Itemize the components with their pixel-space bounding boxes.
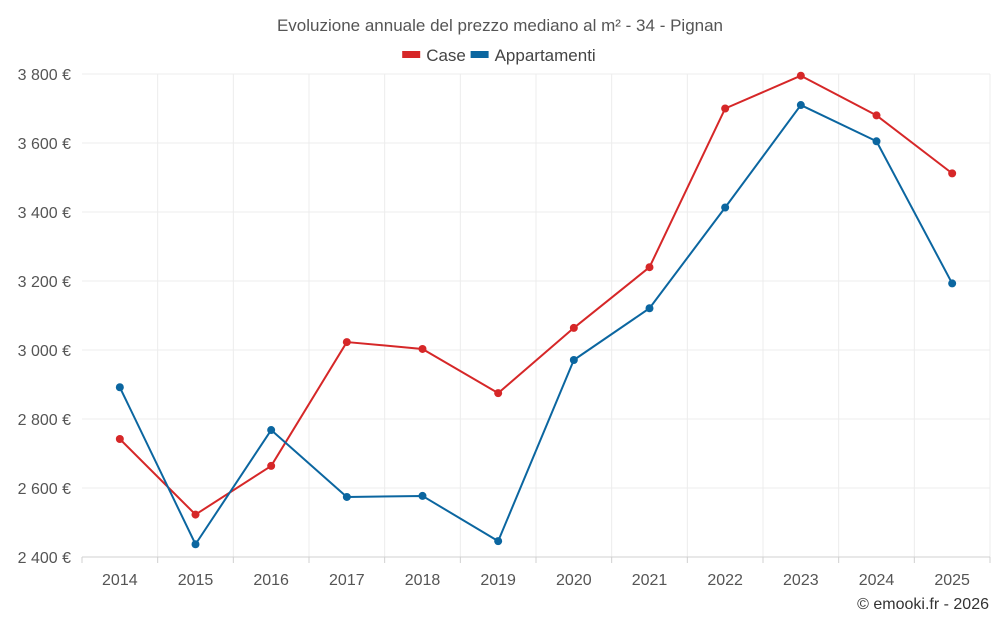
data-point[interactable] <box>645 263 654 272</box>
x-tick-label: 2023 <box>783 572 819 589</box>
y-tick-label: 3 000 € <box>18 343 71 360</box>
legend-label: Appartamenti <box>495 46 596 65</box>
data-point[interactable] <box>796 71 805 80</box>
y-tick-label: 3 600 € <box>18 136 71 153</box>
x-tick-label: 2018 <box>405 572 441 589</box>
data-point[interactable] <box>267 426 276 435</box>
y-tick-label: 2 400 € <box>18 550 71 567</box>
y-tick-label: 3 400 € <box>18 205 71 222</box>
data-point[interactable] <box>115 435 124 444</box>
data-point[interactable] <box>948 169 957 178</box>
legend-item-appartamenti[interactable]: Appartamenti <box>470 46 596 65</box>
data-point[interactable] <box>191 540 200 549</box>
legend-swatch <box>470 51 489 58</box>
data-point[interactable] <box>721 203 730 212</box>
data-point[interactable] <box>191 510 200 519</box>
data-point[interactable] <box>494 537 503 546</box>
x-tick-label: 2019 <box>480 572 516 589</box>
data-point[interactable] <box>948 279 957 288</box>
data-point[interactable] <box>267 461 276 470</box>
x-tick-label: 2025 <box>934 572 970 589</box>
axes: 2 400 € 2 600 € 2 800 € 3 000 € 3 200 € 3 400… <box>18 67 991 589</box>
x-tick-label: 2015 <box>178 572 214 589</box>
legend-item-case[interactable]: Case <box>402 46 466 65</box>
y-tick-label: 3 200 € <box>18 274 71 291</box>
data-point[interactable] <box>872 137 881 146</box>
series-line <box>119 74 953 516</box>
x-tick-label: 2021 <box>632 572 668 589</box>
x-tick-label: 2020 <box>556 572 592 589</box>
data-point[interactable] <box>115 383 124 392</box>
data-point[interactable] <box>342 492 351 501</box>
x-tick-label: 2016 <box>253 572 289 589</box>
x-tick-label: 2024 <box>859 572 895 589</box>
credit-text: © emooki.fr - 2026 <box>857 596 989 613</box>
y-tick-label: 3 800 € <box>18 67 71 84</box>
x-tick-label: 2017 <box>329 572 365 589</box>
data-point[interactable] <box>342 338 351 347</box>
data-point[interactable] <box>872 111 881 120</box>
series-layer <box>115 71 957 549</box>
data-point[interactable] <box>418 344 427 353</box>
data-point[interactable] <box>721 104 730 113</box>
chart-title: Evoluzione annuale del prezzo mediano al… <box>277 16 723 35</box>
y-tick-label: 2 600 € <box>18 481 71 498</box>
series-appartamenti <box>115 101 957 549</box>
legend-swatch <box>402 51 421 58</box>
legend-label: Case <box>426 46 466 65</box>
data-point[interactable] <box>494 389 503 398</box>
data-point[interactable] <box>645 304 654 313</box>
y-tick-label: 2 800 € <box>18 412 71 429</box>
data-point[interactable] <box>569 323 578 332</box>
data-point[interactable] <box>796 101 805 110</box>
x-tick-label: 2014 <box>102 572 138 589</box>
series-case <box>115 71 957 519</box>
x-tick-label: 2022 <box>707 572 743 589</box>
data-point[interactable] <box>418 491 427 500</box>
grid-lines <box>82 73 991 557</box>
series-line <box>118 104 954 546</box>
legend: Case Appartamenti <box>402 46 596 65</box>
data-point[interactable] <box>569 356 578 365</box>
